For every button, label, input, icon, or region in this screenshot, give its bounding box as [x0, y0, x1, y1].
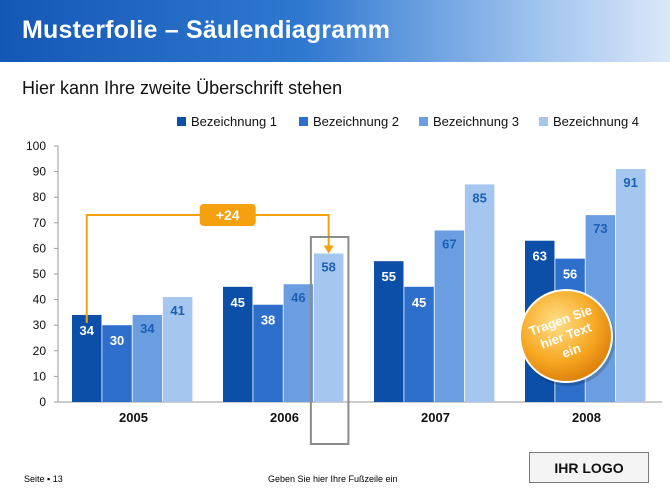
legend-label: Bezeichnung 2	[313, 114, 399, 129]
y-tick-label: 20	[33, 344, 47, 358]
bar-value-label: 73	[593, 221, 607, 236]
y-tick-label: 40	[33, 293, 47, 307]
bar-value-label: 63	[533, 249, 547, 264]
legend-swatch	[539, 117, 548, 126]
bar	[132, 314, 163, 402]
bar	[72, 314, 102, 402]
bar	[102, 325, 132, 402]
y-tick-label: 10	[33, 369, 47, 383]
y-tick-label: 50	[33, 267, 47, 281]
bar-value-label: 67	[442, 236, 456, 251]
bar	[374, 261, 404, 402]
bar	[404, 286, 434, 402]
increase-arrow-head	[323, 245, 334, 254]
y-tick-label: 90	[33, 165, 47, 179]
bar	[223, 286, 253, 402]
y-tick-label: 70	[33, 216, 47, 230]
bar-value-label: 58	[321, 260, 335, 275]
legend-label: Bezeichnung 1	[191, 114, 277, 129]
text-sticker-circle	[519, 289, 613, 383]
highlight-frame	[309, 236, 350, 445]
x-category-label: 2006	[270, 410, 299, 425]
increase-badge	[199, 204, 256, 226]
footer-page-number: Seite ▪ 13	[24, 474, 63, 484]
bar-value-label: 45	[231, 295, 245, 310]
legend-swatch	[177, 117, 186, 126]
legend-swatch	[419, 117, 428, 126]
y-tick-label: 100	[26, 139, 46, 153]
bar-value-label: 41	[170, 303, 184, 318]
legend-label: Bezeichnung 3	[433, 114, 519, 129]
bar	[253, 304, 283, 402]
slide-subtitle: Hier kann Ihre zweite Überschrift stehen	[22, 78, 343, 98]
bar-value-label: 34	[80, 323, 95, 338]
bar-value-label: 34	[140, 321, 155, 336]
bar-value-label: 38	[261, 313, 275, 328]
bar-value-label: 85	[472, 190, 486, 205]
y-tick-label: 30	[33, 318, 47, 332]
y-tick-label: 80	[33, 190, 47, 204]
sticker-text-line: ein	[560, 340, 583, 361]
bar	[162, 297, 193, 402]
legend-swatch	[299, 117, 308, 126]
bar	[313, 253, 344, 402]
bar-value-label: 91	[623, 175, 637, 190]
bar-value-label: 45	[412, 295, 426, 310]
bar	[434, 230, 465, 402]
column-chart: 0 10 20 30 40 50 60 70 80 90 100 2005 2006 2007 2008 3…	[26, 114, 662, 445]
y-tick-label: 0	[39, 395, 46, 409]
logo-placeholder: IHR LOGO	[529, 452, 649, 483]
x-category-label: 2005	[119, 410, 148, 425]
footer-text: Geben Sie hier Ihre Fußzeile ein	[268, 474, 398, 484]
y-tick-label: 60	[33, 241, 47, 255]
bar-value-label: 55	[382, 269, 396, 284]
bar-value-label: 30	[110, 333, 124, 348]
x-category-label: 2008	[572, 410, 601, 425]
x-category-label: 2007	[421, 410, 450, 425]
bar-value-label: 46	[291, 290, 305, 305]
title-bar: Musterfolie – Säulendiagramm	[0, 0, 670, 62]
increase-badge-label: +24	[216, 207, 240, 223]
bar	[464, 184, 495, 402]
bar	[615, 169, 646, 402]
legend-label: Bezeichnung 4	[553, 114, 639, 129]
bar-value-label: 56	[563, 267, 577, 282]
slide-title: Musterfolie – Säulendiagramm	[22, 16, 391, 44]
bar	[283, 284, 314, 402]
